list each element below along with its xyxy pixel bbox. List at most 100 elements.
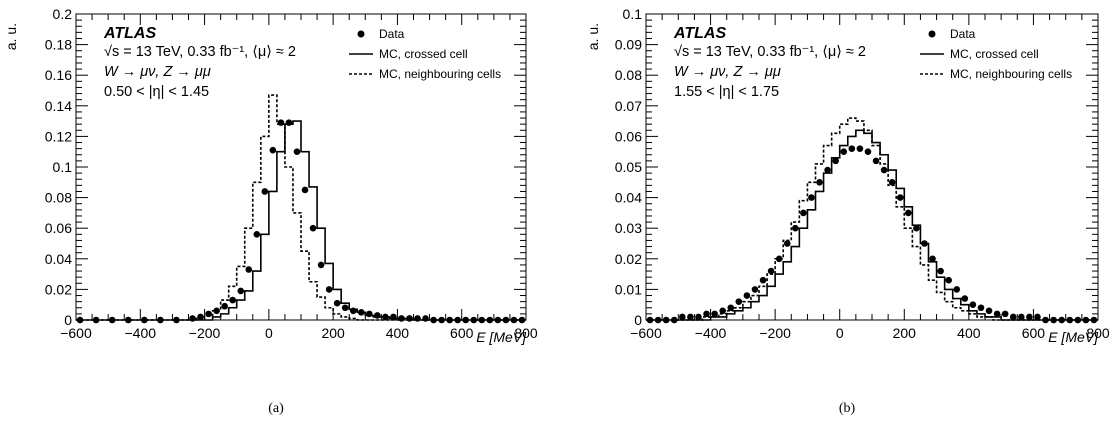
data-point — [896, 194, 904, 201]
legend-crossed: MC, crossed cell — [950, 47, 1039, 61]
info-line-3: 0.50 < |η| < 1.45 — [104, 84, 209, 100]
data-point — [767, 267, 775, 275]
y-axis-ticks: 0 0.01 0.02 0.03 0.04 0.05 0.06 0.07 0.08 0.09 0.1 — [615, 6, 1098, 328]
mc-neighbouring-cells-line — [646, 117, 1098, 321]
data-point — [792, 224, 799, 232]
data-point — [953, 286, 961, 293]
data-point — [727, 304, 735, 312]
data-point — [937, 267, 944, 275]
y-tick-label: 0.02 — [615, 251, 642, 267]
data-point — [808, 194, 815, 201]
legend-neighbouring: MC, neighbouring cells — [950, 67, 1072, 81]
data-point — [1018, 313, 1025, 321]
y-tick-label: 0.18 — [45, 37, 72, 53]
data-point — [816, 179, 823, 186]
data-point — [245, 266, 253, 273]
info-line-2: W → μν, Z → μμ — [104, 64, 211, 80]
panel-b: a. u. −600 −400 −200 0 200 400 600 800 0 0.01 0.0… — [585, 6, 1110, 416]
data-point — [824, 166, 831, 174]
data-point — [913, 224, 920, 232]
y-tick-label: 0.01 — [615, 281, 642, 297]
legend-neighbouring: MC, neighbouring cells — [379, 67, 501, 81]
data-point — [309, 224, 317, 232]
x-axis-label: E [MeV] — [476, 329, 527, 345]
mc-crossed-cell-line — [646, 129, 1098, 321]
mc-neighbouring-cells-line — [76, 94, 526, 321]
data-point — [735, 298, 743, 305]
data-point — [743, 292, 751, 299]
data-point — [888, 179, 896, 186]
data-point — [864, 148, 872, 155]
y-tick-label: 0 — [634, 312, 642, 328]
y-tick-label: 0.04 — [45, 251, 72, 267]
data-point — [325, 286, 333, 293]
x-tick-label: −600 — [60, 325, 92, 341]
data-point — [719, 307, 726, 315]
data-point — [783, 240, 791, 247]
data-point — [848, 145, 856, 152]
data-point — [679, 313, 686, 321]
x-tick-label: 800 — [1086, 325, 1110, 341]
data-point — [703, 310, 710, 318]
data-point — [301, 186, 309, 194]
data-point — [687, 313, 694, 321]
x-tick-label: 600 — [450, 325, 474, 341]
data-point — [800, 209, 807, 217]
data-point — [333, 299, 341, 307]
data-point — [253, 231, 261, 238]
data-point — [341, 304, 349, 312]
atlas-label: ATLAS — [103, 25, 156, 42]
legend-data-marker — [357, 30, 365, 38]
x-tick-label: 200 — [893, 325, 917, 341]
data-point — [1009, 313, 1017, 321]
data-point — [832, 157, 839, 165]
y-tick-label: 0.16 — [45, 67, 72, 83]
data-point — [1026, 313, 1033, 321]
data-point — [945, 276, 952, 284]
data-point — [969, 301, 977, 309]
y-tick-label: 0.1 — [53, 159, 73, 175]
info-line-3: 1.55 < |η| < 1.75 — [674, 84, 779, 100]
x-tick-label: 400 — [957, 325, 981, 341]
info-line-1: √s = 13 TeV, 0.33 fb⁻¹, ⟨μ⟩ ≈ 2 — [674, 44, 866, 60]
data-point — [993, 310, 1001, 318]
y-tick-label: 0.05 — [615, 159, 642, 175]
series-layer — [646, 117, 1098, 324]
y-tick-label: 0.08 — [615, 67, 642, 83]
x-tick-label: 400 — [386, 325, 410, 341]
caption-b: (b) — [839, 401, 856, 416]
info-line-2: W → μν, Z → μμ — [674, 64, 781, 80]
data-point — [269, 146, 277, 154]
y-tick-label: 0.12 — [45, 128, 72, 144]
legend-data: Data — [950, 27, 976, 41]
data-point — [840, 148, 848, 155]
x-axis-ticks: −600 −400 −200 0 200 400 600 800 — [630, 14, 1110, 341]
data-point — [293, 148, 301, 155]
x-tick-label: 800 — [514, 325, 538, 341]
data-point — [759, 276, 767, 284]
caption-a: (a) — [268, 401, 284, 416]
data-point — [856, 145, 864, 152]
y-tick-label: 0.14 — [45, 98, 72, 114]
y-tick-label: 0.07 — [615, 98, 642, 114]
data-point — [880, 166, 888, 174]
data-point — [905, 209, 912, 217]
data-point — [775, 255, 783, 263]
y-axis-label: a. u. — [3, 23, 19, 50]
x-tick-label: 0 — [265, 325, 273, 341]
y-tick-label: 0.06 — [615, 128, 642, 144]
y-tick-label: 0.06 — [45, 220, 72, 236]
series-layer — [76, 94, 526, 324]
x-tick-label: −600 — [630, 325, 662, 341]
atlas-label: ATLAS — [673, 25, 726, 42]
y-axis-label: a. u. — [585, 23, 601, 50]
data-point — [751, 286, 759, 293]
x-tick-label: −400 — [695, 325, 727, 341]
info-line-1: √s = 13 TeV, 0.33 fb⁻¹, ⟨μ⟩ ≈ 2 — [104, 44, 296, 60]
x-tick-label: −200 — [189, 325, 221, 341]
x-tick-label: −200 — [759, 325, 791, 341]
legend: Data MC, crossed cell MC, neighbouring c… — [920, 27, 1072, 81]
data-point — [1001, 310, 1009, 318]
x-tick-label: −400 — [125, 325, 157, 341]
